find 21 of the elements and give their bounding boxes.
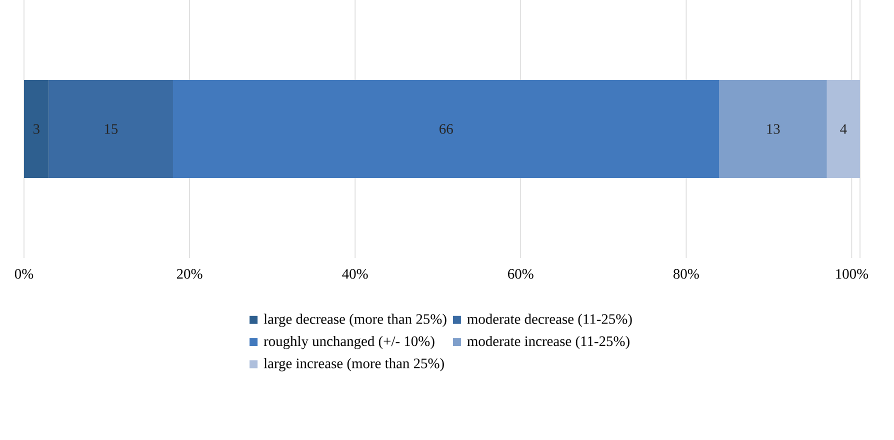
legend-label: large decrease (more than 25%) (264, 314, 446, 327)
data-label: 15 (104, 124, 118, 134)
legend-label: roughly unchanged (+/- 10%) (264, 336, 434, 350)
legend-label: moderate increase (11-25%) (467, 336, 630, 350)
x-tick-label: 40% (342, 269, 368, 279)
x-tick-label: 80% (673, 269, 699, 279)
x-tick-label: 0% (14, 269, 34, 279)
bar (24, 80, 49, 178)
x-tick-label: 20% (176, 269, 202, 279)
legend-label: moderate decrease (11-25%) (467, 314, 632, 327)
data-label: 3 (33, 124, 40, 134)
x-tick-label: 60% (508, 269, 534, 279)
bar (172, 80, 720, 178)
legend-label: large increase (more than 25%) (264, 358, 444, 372)
data-label: 4 (840, 124, 847, 134)
data-label: 13 (767, 124, 780, 134)
bar (826, 80, 860, 178)
bar (719, 80, 827, 178)
x-tick-label: 100% (836, 269, 868, 279)
bar (48, 80, 173, 178)
data-label: 66 (440, 124, 453, 134)
